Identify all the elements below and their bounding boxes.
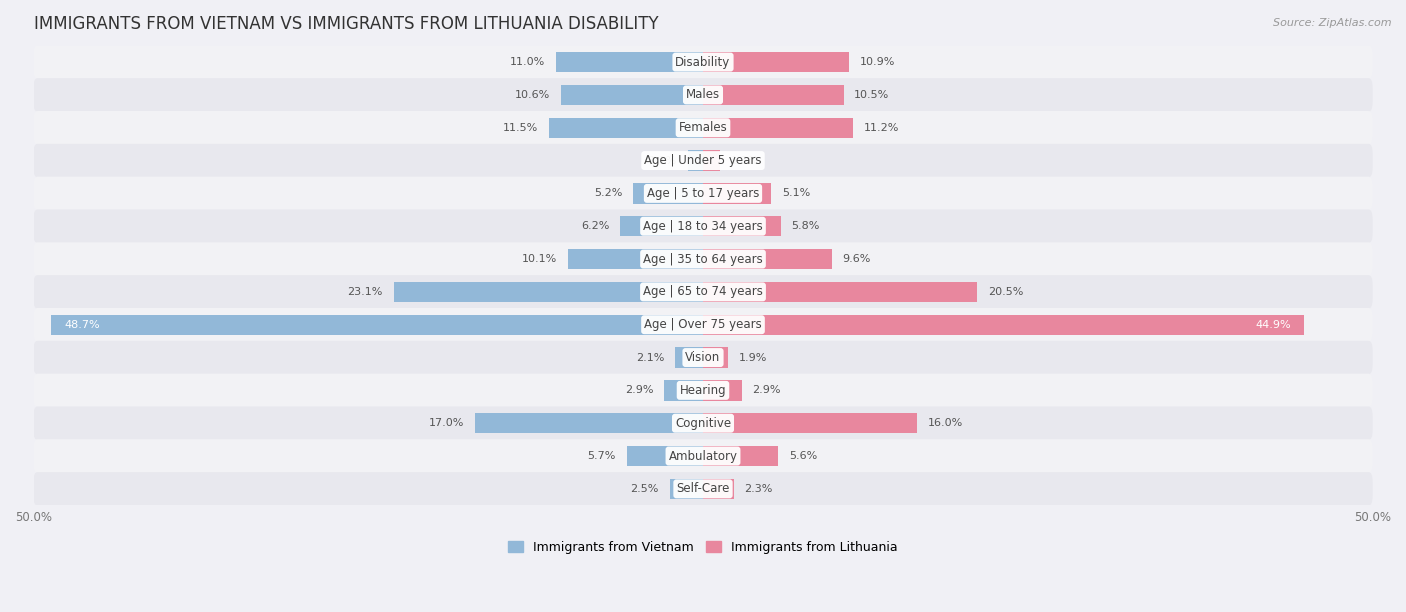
Text: Age | 35 to 64 years: Age | 35 to 64 years bbox=[643, 253, 763, 266]
FancyBboxPatch shape bbox=[34, 144, 1372, 177]
Text: 9.6%: 9.6% bbox=[842, 254, 870, 264]
Bar bbox=[664, 380, 703, 400]
Text: Age | 18 to 34 years: Age | 18 to 34 years bbox=[643, 220, 763, 233]
FancyBboxPatch shape bbox=[34, 177, 1372, 210]
Text: 2.9%: 2.9% bbox=[624, 386, 654, 395]
Bar bbox=[394, 282, 703, 302]
Bar bbox=[703, 348, 728, 368]
Text: 10.1%: 10.1% bbox=[522, 254, 557, 264]
FancyBboxPatch shape bbox=[34, 242, 1372, 276]
Bar bbox=[703, 282, 977, 302]
Text: 16.0%: 16.0% bbox=[928, 418, 963, 428]
Text: Age | Over 75 years: Age | Over 75 years bbox=[644, 318, 762, 331]
Bar bbox=[555, 52, 703, 72]
Bar bbox=[703, 183, 772, 204]
FancyBboxPatch shape bbox=[34, 406, 1372, 440]
Text: 10.9%: 10.9% bbox=[859, 57, 896, 67]
Text: 23.1%: 23.1% bbox=[347, 287, 382, 297]
Bar bbox=[703, 118, 853, 138]
Bar bbox=[703, 84, 844, 105]
FancyBboxPatch shape bbox=[34, 275, 1372, 308]
Bar bbox=[633, 183, 703, 204]
Text: Ambulatory: Ambulatory bbox=[668, 450, 738, 463]
Text: 11.2%: 11.2% bbox=[863, 123, 898, 133]
Bar bbox=[703, 380, 742, 400]
Text: Cognitive: Cognitive bbox=[675, 417, 731, 430]
Text: 17.0%: 17.0% bbox=[429, 418, 464, 428]
FancyBboxPatch shape bbox=[34, 78, 1372, 111]
Bar bbox=[703, 413, 917, 433]
FancyBboxPatch shape bbox=[34, 373, 1372, 407]
Text: Disability: Disability bbox=[675, 56, 731, 69]
Text: 2.3%: 2.3% bbox=[745, 484, 773, 494]
Text: 2.9%: 2.9% bbox=[752, 386, 782, 395]
Bar bbox=[703, 52, 849, 72]
FancyBboxPatch shape bbox=[34, 209, 1372, 243]
Text: 11.0%: 11.0% bbox=[510, 57, 546, 67]
FancyBboxPatch shape bbox=[34, 45, 1372, 79]
Text: 1.1%: 1.1% bbox=[650, 155, 678, 166]
Text: Age | Under 5 years: Age | Under 5 years bbox=[644, 154, 762, 167]
Bar bbox=[627, 446, 703, 466]
Text: Age | 5 to 17 years: Age | 5 to 17 years bbox=[647, 187, 759, 200]
Text: 6.2%: 6.2% bbox=[581, 221, 609, 231]
Bar bbox=[548, 118, 703, 138]
Text: Self-Care: Self-Care bbox=[676, 482, 730, 495]
Bar bbox=[669, 479, 703, 499]
Text: Age | 65 to 74 years: Age | 65 to 74 years bbox=[643, 285, 763, 299]
Legend: Immigrants from Vietnam, Immigrants from Lithuania: Immigrants from Vietnam, Immigrants from… bbox=[503, 536, 903, 559]
Bar bbox=[703, 151, 720, 171]
FancyBboxPatch shape bbox=[34, 341, 1372, 375]
FancyBboxPatch shape bbox=[34, 439, 1372, 472]
Text: Hearing: Hearing bbox=[679, 384, 727, 397]
Bar bbox=[51, 315, 703, 335]
Text: 5.8%: 5.8% bbox=[792, 221, 820, 231]
Bar bbox=[703, 315, 1305, 335]
Text: 11.5%: 11.5% bbox=[503, 123, 538, 133]
Text: Vision: Vision bbox=[685, 351, 721, 364]
Text: 5.6%: 5.6% bbox=[789, 451, 817, 461]
Bar bbox=[703, 249, 831, 269]
Bar bbox=[703, 216, 780, 236]
FancyBboxPatch shape bbox=[34, 111, 1372, 144]
Bar bbox=[703, 446, 778, 466]
Text: 5.7%: 5.7% bbox=[588, 451, 616, 461]
Bar bbox=[689, 151, 703, 171]
Text: 2.5%: 2.5% bbox=[630, 484, 659, 494]
Text: IMMIGRANTS FROM VIETNAM VS IMMIGRANTS FROM LITHUANIA DISABILITY: IMMIGRANTS FROM VIETNAM VS IMMIGRANTS FR… bbox=[34, 15, 658, 33]
Bar bbox=[568, 249, 703, 269]
Text: 10.6%: 10.6% bbox=[515, 90, 550, 100]
Bar bbox=[703, 479, 734, 499]
Text: 1.3%: 1.3% bbox=[731, 155, 759, 166]
Bar bbox=[475, 413, 703, 433]
Text: 44.9%: 44.9% bbox=[1256, 319, 1291, 330]
Text: 5.2%: 5.2% bbox=[595, 188, 623, 198]
FancyBboxPatch shape bbox=[34, 472, 1372, 506]
Text: 1.9%: 1.9% bbox=[740, 353, 768, 362]
Bar bbox=[561, 84, 703, 105]
Text: Males: Males bbox=[686, 88, 720, 102]
Text: Females: Females bbox=[679, 121, 727, 134]
Text: Source: ZipAtlas.com: Source: ZipAtlas.com bbox=[1274, 18, 1392, 28]
Text: 5.1%: 5.1% bbox=[782, 188, 810, 198]
Text: 48.7%: 48.7% bbox=[65, 319, 100, 330]
Text: 10.5%: 10.5% bbox=[855, 90, 890, 100]
Text: 2.1%: 2.1% bbox=[636, 353, 664, 362]
Bar bbox=[675, 348, 703, 368]
Bar bbox=[620, 216, 703, 236]
Text: 20.5%: 20.5% bbox=[988, 287, 1024, 297]
FancyBboxPatch shape bbox=[34, 308, 1372, 341]
